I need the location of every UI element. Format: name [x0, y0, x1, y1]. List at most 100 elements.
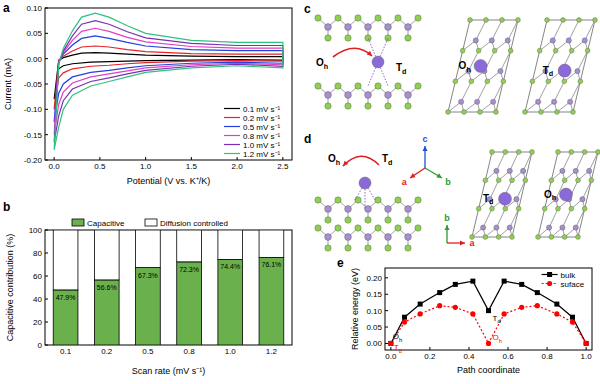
legend-swatch	[224, 126, 240, 127]
atom	[325, 234, 332, 241]
series-line	[391, 306, 586, 344]
data-label: 67.3%	[138, 272, 158, 279]
atom	[365, 103, 371, 109]
series-line	[54, 28, 283, 134]
y-tick-label: 0.15	[366, 290, 382, 299]
bond	[461, 81, 471, 101]
bond	[553, 20, 563, 40]
atom	[547, 225, 552, 230]
bar	[53, 230, 78, 290]
atom	[345, 245, 351, 251]
y-tick	[45, 276, 48, 277]
y-axis-title: Current (mA)	[3, 58, 13, 110]
atom	[508, 48, 513, 53]
y-tick-label: 0.00	[26, 55, 42, 64]
site-label: Oh	[544, 189, 556, 203]
bond	[477, 81, 487, 101]
atom	[325, 206, 332, 213]
atom	[542, 206, 547, 211]
atom	[562, 79, 567, 84]
atom	[405, 245, 411, 251]
atom	[489, 38, 494, 43]
atom	[345, 35, 351, 41]
atom	[481, 225, 486, 230]
atom	[459, 99, 464, 104]
atom	[536, 235, 541, 240]
bar	[177, 230, 202, 262]
atom	[359, 177, 371, 189]
legend-swatch	[224, 108, 240, 109]
atom	[523, 178, 528, 183]
bar	[218, 259, 243, 345]
atom	[507, 225, 512, 230]
atom	[345, 206, 352, 213]
atom	[569, 150, 574, 155]
site-label: Oh	[316, 57, 328, 71]
series-line	[391, 281, 586, 343]
x-tick	[237, 157, 238, 160]
atom	[530, 150, 535, 155]
atom	[325, 24, 332, 31]
panel-label: c	[304, 2, 311, 16]
atom	[578, 79, 583, 84]
axis-arrow	[425, 168, 442, 178]
atom	[460, 48, 465, 53]
atom	[496, 235, 501, 240]
atom	[530, 79, 535, 84]
atom	[536, 99, 541, 104]
y-tick	[45, 109, 48, 110]
atom	[503, 206, 508, 211]
atom	[315, 83, 321, 89]
bond	[476, 20, 486, 40]
legend-swatch	[72, 219, 84, 226]
atom	[537, 48, 542, 53]
x-tick	[54, 157, 55, 160]
atom	[476, 206, 481, 211]
atom	[580, 197, 585, 202]
marker	[502, 279, 507, 284]
bond	[569, 20, 579, 40]
x-axis-title: Scan rate (mV s⁻¹)	[132, 366, 206, 376]
annotation: Td	[493, 314, 501, 325]
atom	[485, 79, 490, 84]
atom	[560, 188, 573, 201]
figure: 0.00.51.01.52.02.5Potential (V vs. K⁺/K)…	[0, 0, 600, 384]
x-tick	[99, 157, 100, 160]
y-tick	[385, 294, 388, 295]
bond	[549, 209, 558, 228]
atom	[462, 110, 467, 115]
site-label: Oh	[459, 60, 471, 74]
series-line	[54, 13, 283, 150]
arrow-head	[436, 173, 442, 178]
atom	[385, 245, 391, 251]
marker	[418, 302, 423, 307]
atom	[582, 38, 587, 43]
panel-label: b	[3, 200, 10, 214]
y-axis-title: Relative energy (eV)	[350, 268, 360, 350]
bond	[576, 152, 585, 171]
marker	[554, 311, 559, 316]
subscript: d	[402, 67, 406, 76]
marker	[453, 305, 458, 310]
marker	[418, 311, 423, 316]
marker	[554, 302, 559, 307]
atom	[596, 150, 600, 155]
atom	[560, 225, 565, 230]
y-tick-label: -0.05	[24, 80, 43, 89]
atom	[345, 234, 352, 241]
bar	[94, 230, 119, 280]
unit-cell	[472, 152, 532, 237]
atom	[325, 92, 332, 99]
atom	[365, 245, 371, 251]
atom	[355, 15, 361, 21]
atom	[405, 92, 412, 99]
atom	[499, 192, 512, 205]
y-tick-label: -0.10	[24, 105, 43, 114]
y-tick	[385, 310, 388, 311]
atom	[494, 225, 499, 230]
y-tick-label: 100	[29, 226, 43, 235]
atom	[325, 35, 331, 41]
site-label: Td	[543, 65, 554, 79]
y-tick-label: 0.05	[366, 323, 382, 332]
atom	[315, 15, 321, 21]
